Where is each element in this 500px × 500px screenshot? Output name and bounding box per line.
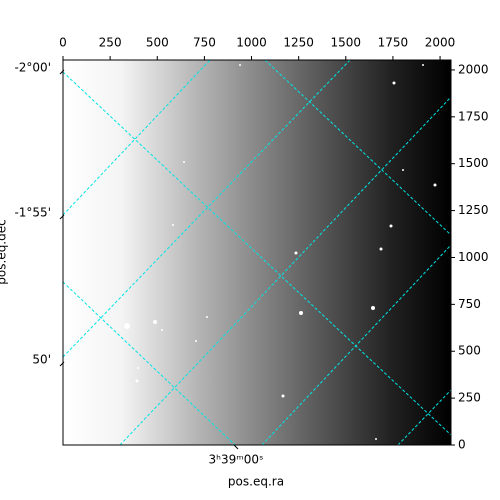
wcs-grid-line xyxy=(397,389,451,445)
x-tick-label: 1000 xyxy=(236,36,267,50)
ra-tick-label: 3ʰ39ᵐ00ˢ xyxy=(209,453,264,467)
wcs-grid-line xyxy=(63,60,351,358)
y-axis-label: pos.eq.dec xyxy=(0,219,9,284)
x-tick-label: 750 xyxy=(193,36,216,50)
dec-tick-label: -2°00' xyxy=(14,61,51,75)
wcs-grid-line xyxy=(119,96,451,445)
frame xyxy=(62,59,452,446)
wcs-grid-line xyxy=(63,71,451,436)
wcs-grid-line xyxy=(63,281,236,445)
ra-tick xyxy=(233,444,239,450)
y-tick-label: 0 xyxy=(458,438,466,452)
x-axis-label: pos.eq.ra xyxy=(228,475,284,489)
x-tick-label: 0 xyxy=(59,36,67,50)
wcs-grid-line xyxy=(261,244,451,445)
dec-tick xyxy=(59,214,65,220)
y-tick-label: 500 xyxy=(458,344,481,358)
wcs-grid xyxy=(63,60,451,445)
wcs-grid-line xyxy=(264,60,451,236)
y-tick-label: 750 xyxy=(458,297,481,311)
image xyxy=(63,60,451,445)
x-tick-label: 250 xyxy=(99,36,122,50)
x-tick-label: 500 xyxy=(146,36,169,50)
y-tick-label: 1000 xyxy=(458,250,489,264)
x-tick-label: 1250 xyxy=(283,36,314,50)
y-tick-label: 1750 xyxy=(458,109,489,123)
y-tick-label: 1250 xyxy=(458,203,489,217)
y-tick-label: 2000 xyxy=(458,62,489,76)
x-tick-label: 1750 xyxy=(378,36,409,50)
x-tick-label: 1500 xyxy=(331,36,362,50)
x-tick-label: 2000 xyxy=(425,36,456,50)
dec-tick-label: -1°55' xyxy=(14,206,51,220)
dec-tick xyxy=(59,69,65,75)
dec-tick xyxy=(59,361,65,367)
wcs-grid-line xyxy=(63,60,211,216)
y-tick-label: 1500 xyxy=(458,156,489,170)
y-tick-label: 250 xyxy=(458,391,481,405)
dec-tick-label: 50' xyxy=(32,353,51,367)
